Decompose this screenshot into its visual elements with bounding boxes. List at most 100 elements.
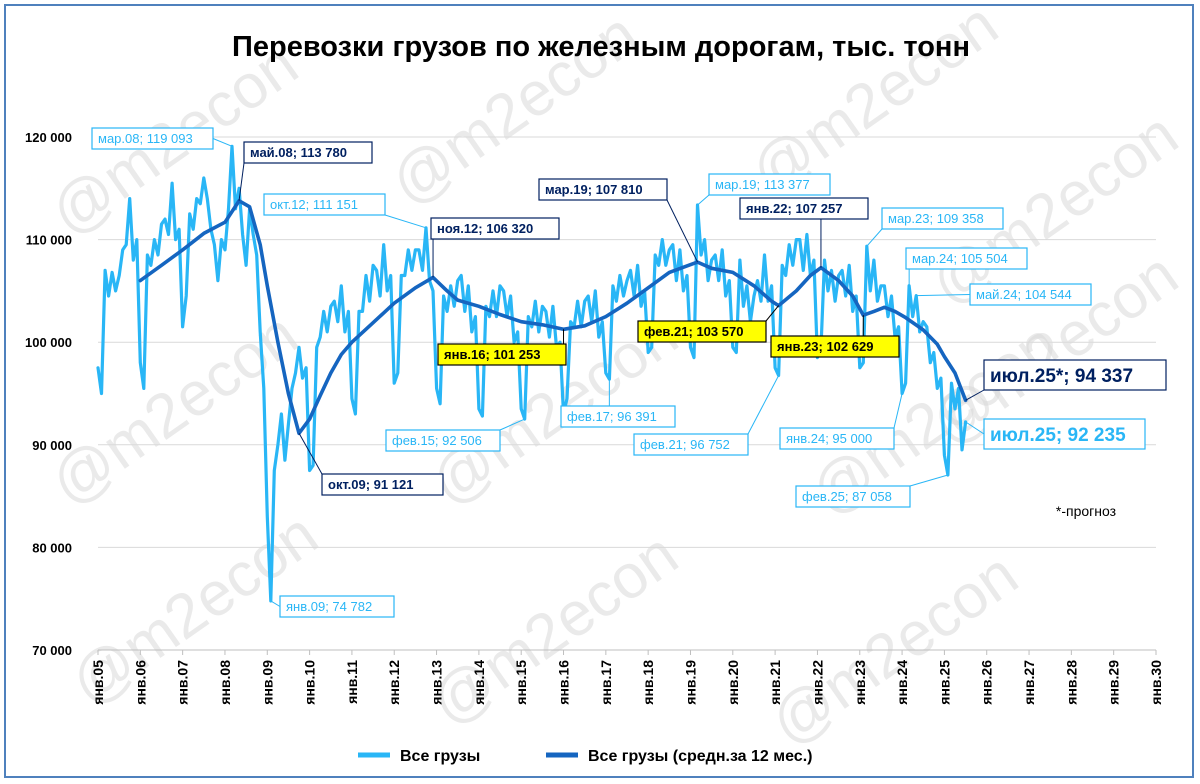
chart-svg: @m2econ @m2econ @m2econ@m2econ@m2econ @m2ec… [25, 6, 1190, 765]
annotation-box [779, 427, 895, 450]
legend-label-monthly: Все грузы [400, 748, 480, 765]
annotation-box [560, 405, 676, 428]
annotation-box [983, 359, 1167, 391]
annotation-leader [747, 375, 780, 435]
annotation-label: фев.21; 96 752 [640, 437, 730, 452]
annotation-label: мар.19; 113 377 [715, 177, 810, 192]
annotation-box [321, 473, 444, 496]
x-tick-label: янв.08 [217, 660, 233, 705]
x-tick-label: янв.25 [936, 660, 952, 705]
chart-title: Перевозки грузов по железным дорогам, ты… [232, 31, 970, 63]
annotation-box [708, 173, 831, 196]
annotation-box [538, 178, 668, 201]
annotation-leader [499, 418, 525, 431]
x-tick-label: янв.27 [1021, 660, 1037, 705]
x-tick-label: янв.05 [90, 660, 106, 705]
annotation-leader [384, 214, 427, 229]
x-axis: янв.05 янв.06 янв.07 янв.08 янв.09 янв.10 янв.… [90, 650, 1164, 705]
annotation-label: ноя.12; 106 320 [437, 221, 533, 236]
annotation-box [770, 335, 900, 358]
y-tick-label: 100 000 [25, 335, 72, 350]
annotation-label: окт.12; 111 151 [270, 197, 358, 212]
annotation-label: май.24; 104 544 [976, 287, 1072, 302]
x-tick-label: янв.07 [175, 660, 191, 705]
annotation-leader [765, 305, 780, 322]
annotation-box [91, 127, 214, 150]
annotation-box [795, 485, 911, 508]
y-tick-label: 110 000 [26, 233, 72, 248]
annotation-label: фев.17; 96 391 [567, 409, 657, 424]
x-tick-label: янв.29 [1106, 660, 1122, 705]
annotation-box [881, 207, 1004, 230]
annotation-label: фев.25; 87 058 [802, 489, 892, 504]
x-tick-label: янв.15 [513, 660, 529, 705]
y-tick-label: 70 000 [32, 643, 72, 658]
annotation-leader [666, 199, 698, 263]
grid [98, 136, 1156, 651]
annotation-box [739, 197, 869, 220]
x-tick-label: янв.22 [809, 660, 825, 705]
annotation-label: май.08; 113 780 [250, 145, 347, 160]
annotation-box [279, 595, 395, 618]
x-tick-label: янв.06 [132, 660, 148, 705]
annotation-box [385, 429, 501, 452]
series-line-avg [138, 199, 968, 436]
annotation-box [637, 320, 767, 343]
x-tick-label: янв.17 [598, 660, 614, 705]
annotation-label: янв.09; 74 782 [286, 599, 372, 614]
annotation-label: окт.09; 91 121 [328, 477, 413, 492]
annotation-leader [298, 433, 323, 475]
x-tick-label: янв.16 [556, 660, 572, 705]
annotation-box [263, 193, 386, 216]
annotation-box [430, 217, 560, 240]
annotation-leader [965, 421, 985, 435]
x-tick-label: янв.14 [471, 660, 487, 705]
annotation-leader [893, 393, 903, 429]
legend: Все грузы Все грузы (средн.за 12 мес.) [358, 748, 812, 765]
annotations: мар.08; 119 093 май.08; 113 780 окт.12; 11… [91, 127, 1167, 618]
annotation-label: июл.25*; 94 337 [990, 366, 1133, 387]
annotation-leader [909, 474, 949, 487]
annotation-leader [866, 228, 883, 247]
x-tick-label: янв.13 [429, 660, 445, 705]
annotation-label: фев.15; 92 506 [392, 433, 482, 448]
annotation-box [633, 433, 749, 456]
annotation-box [983, 418, 1146, 450]
annotation-box [437, 343, 567, 366]
footnote: *-прогноз [1056, 503, 1116, 519]
watermark-text: @m2econ [418, 520, 690, 739]
annotation-leader [238, 162, 245, 201]
annotation-box [243, 141, 373, 164]
annotation-label: янв.22; 107 257 [746, 201, 842, 216]
legend-label-avg: Все грузы (средн.за 12 мес.) [588, 748, 812, 765]
annotation-leader [697, 194, 710, 206]
annotation-label: янв.24; 95 000 [786, 431, 872, 446]
x-tick-label: янв.23 [852, 660, 868, 705]
x-tick-label: янв.18 [640, 660, 656, 705]
x-tick-label: янв.10 [302, 660, 318, 705]
watermark-text: @m2econ [758, 540, 1030, 759]
annotation-label: фев.21; 103 570 [644, 324, 743, 339]
x-tick-label: янв.12 [386, 660, 402, 705]
annotation-leader [212, 138, 233, 147]
series-avg [138, 199, 968, 436]
y-tick-label: 80 000 [32, 540, 72, 555]
y-axis: 70 000 80 000 90 000 100 000 110 000 120 000 [25, 130, 72, 658]
x-tick-label: янв.30 [1148, 660, 1164, 705]
annotation-box [905, 247, 1028, 270]
x-tick-label: янв.09 [259, 660, 275, 705]
annotation-leader [965, 389, 985, 401]
x-tick-label: янв.21 [767, 660, 783, 705]
annotation-label: янв.23; 102 629 [777, 339, 873, 354]
annotation-label: июл.25; 92 235 [990, 425, 1126, 446]
y-tick-label: 120 000 [25, 130, 72, 145]
x-tick-label: янв.28 [1063, 660, 1079, 705]
x-tick-label: янв.24 [894, 660, 910, 705]
x-tick-label: янв.26 [979, 660, 995, 705]
annotation-leader [270, 600, 281, 607]
annotation-label: мар.23; 109 358 [888, 211, 984, 226]
x-tick-label: янв.11 [344, 660, 360, 704]
annotation-label: мар.19; 107 810 [545, 182, 643, 197]
x-tick-label: янв.20 [725, 660, 741, 705]
chart-frame: @m2econ @m2econ @m2econ @m2econ @m2econ @m2ec… [4, 4, 1194, 778]
